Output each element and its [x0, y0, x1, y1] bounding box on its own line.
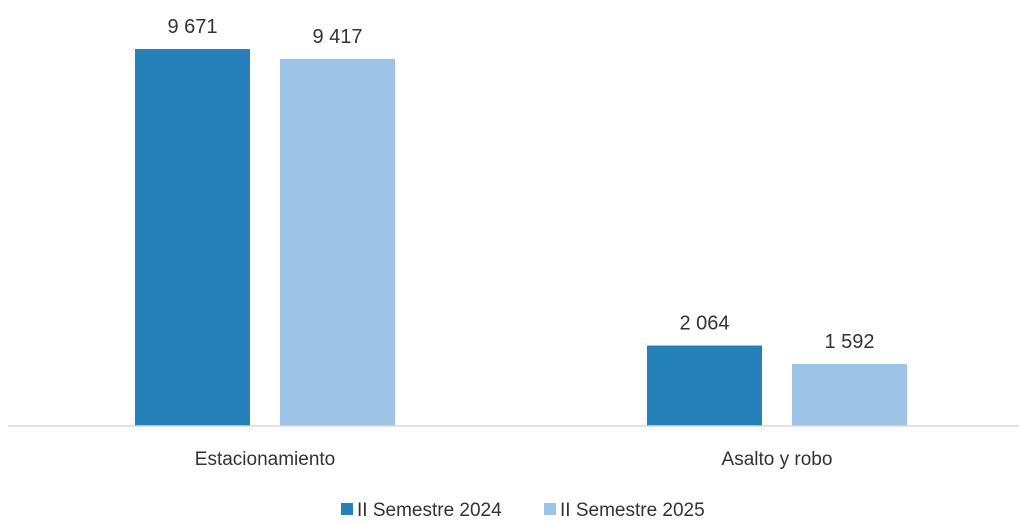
bar-asalto-y-robo-series-1 — [647, 345, 762, 426]
data-label-asalto-y-robo-series-1: 2 064 — [679, 313, 729, 335]
data-labels-layer: 9 671 9 417 2 064 1 592 — [167, 16, 874, 353]
legend-label-series-2: II Semestre 2025 — [560, 500, 705, 518]
category-label-asalto-y-robo: Asalto y robo — [722, 449, 833, 470]
legend-label-series-1: II Semestre 2024 — [357, 500, 502, 518]
legend: II Semestre 2024 II Semestre 2025 — [341, 500, 705, 521]
bar-asalto-y-robo-series-2 — [792, 363, 907, 426]
legend-swatch-series-1 — [341, 503, 353, 515]
data-label-estacionamiento-series-1: 9 671 — [167, 16, 217, 38]
bars-layer — [135, 49, 907, 427]
bar-estacionamiento-series-2 — [280, 58, 395, 427]
data-label-asalto-y-robo-series-2: 1 592 — [824, 331, 874, 353]
category-labels-layer: Estacionamiento Asalto y robo — [195, 449, 833, 470]
bar-estacionamiento-series-1 — [135, 49, 250, 426]
data-label-estacionamiento-series-2: 9 417 — [312, 26, 362, 48]
legend-swatch-series-2 — [544, 503, 556, 515]
category-label-estacionamiento: Estacionamiento — [195, 449, 335, 470]
